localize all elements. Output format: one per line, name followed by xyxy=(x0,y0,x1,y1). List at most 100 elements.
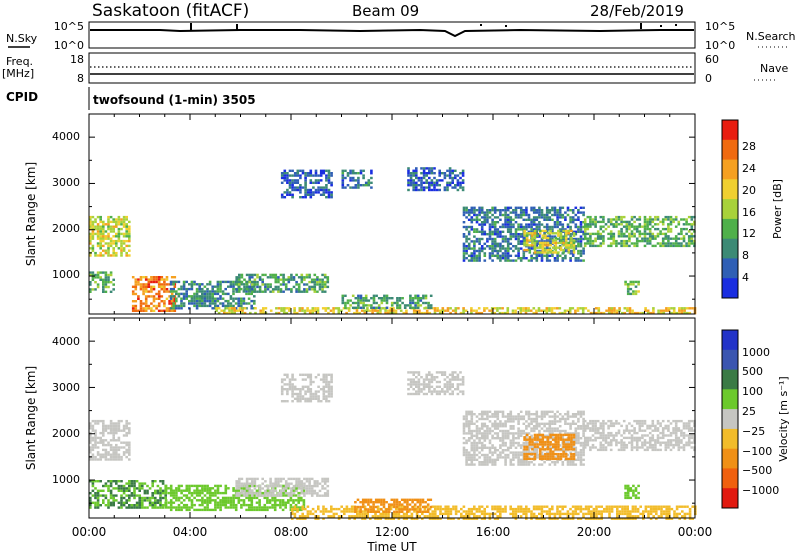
velocity-cell-6 xyxy=(564,413,567,416)
power-cell-10 xyxy=(628,225,631,228)
velocity-cell-7 xyxy=(559,452,563,456)
velocity-cell-2 xyxy=(292,489,295,492)
power-cell-4 xyxy=(282,278,285,281)
velocity-cell-7 xyxy=(531,452,534,456)
power-cell-8 xyxy=(558,230,562,233)
power-cell-3 xyxy=(190,280,194,284)
velocity-cell-6 xyxy=(488,410,492,413)
power-cell-12 xyxy=(506,311,510,315)
power-cell-12 xyxy=(347,307,351,310)
velocity-cell-0 xyxy=(104,424,108,428)
power-cell-3 xyxy=(245,307,248,310)
velocity-cell-7 xyxy=(544,440,547,444)
velocity-cell-3 xyxy=(269,492,272,495)
power-cell-12 xyxy=(366,309,369,312)
power-cell-8 xyxy=(475,209,479,212)
power-cell-12 xyxy=(561,311,564,315)
velocity-cell-6 xyxy=(574,439,578,442)
power-cell-5 xyxy=(286,176,289,180)
velocity-cell-3 xyxy=(282,489,285,493)
power-cell-10 xyxy=(594,218,597,221)
power-cell-13 xyxy=(359,297,363,300)
power-cell-0 xyxy=(99,215,102,219)
velocity-cell-2 xyxy=(219,484,222,488)
power-cell-9 xyxy=(541,246,545,249)
power-cell-8 xyxy=(548,242,552,245)
power-cell-13 xyxy=(364,299,368,302)
power-cell-6 xyxy=(364,181,368,184)
power-cell-8 xyxy=(501,257,505,260)
power-cell-3 xyxy=(216,299,220,303)
velocity-cell-5 xyxy=(456,383,460,386)
power-cell-13 xyxy=(419,304,423,307)
power-cell-2 xyxy=(131,309,135,312)
velocity-cell-1 xyxy=(99,489,102,492)
velocity-cell-1 xyxy=(156,499,160,502)
power-cbar-tick-28: 28 xyxy=(742,140,756,153)
velocity-cell-3 xyxy=(295,477,298,481)
power-cell-12 xyxy=(280,309,283,312)
power-cell-2 xyxy=(131,290,135,293)
velocity-cell-4 xyxy=(291,385,294,388)
velocity-cell-4 xyxy=(291,383,294,386)
velocity-cell-2 xyxy=(276,499,280,502)
velocity-cell-2 xyxy=(253,484,256,488)
power-cell-8 xyxy=(473,230,476,233)
velocity-cell-0 xyxy=(91,436,95,440)
power-cell-8 xyxy=(543,216,546,219)
velocity-cell-6 xyxy=(545,427,549,430)
velocity-cell-6 xyxy=(501,415,505,418)
velocity-cell-3 xyxy=(310,492,314,495)
velocity-cell-2 xyxy=(169,491,173,495)
power-cell-4 xyxy=(321,285,324,289)
power-cell-5 xyxy=(299,184,302,187)
velocity-cell-6 xyxy=(509,446,513,449)
power-cell-12 xyxy=(436,307,439,310)
velocity-cell-2 xyxy=(214,508,217,512)
power-cell-8 xyxy=(465,240,468,243)
date-title: 28/Feb/2019 xyxy=(590,2,684,20)
velocity-cell-0 xyxy=(91,446,95,449)
power-cell-8 xyxy=(545,240,549,243)
power-cell-10 xyxy=(586,242,590,245)
power-cell-11 xyxy=(626,283,630,286)
velocity-cell-1 xyxy=(138,501,141,504)
power-cell-3 xyxy=(201,304,204,308)
velocity-cell-1 xyxy=(133,480,136,483)
velocity-cell-6 xyxy=(553,417,557,421)
velocity-cell-2 xyxy=(190,499,194,502)
velocity-cell-2 xyxy=(206,491,209,495)
power-cell-2 xyxy=(157,302,161,305)
power-cell-12 xyxy=(553,307,556,310)
power-cell-3 xyxy=(182,287,186,291)
velocity-cell-6 xyxy=(486,463,489,466)
power-cell-12 xyxy=(449,307,452,310)
velocity-cell-6 xyxy=(496,458,500,461)
velocity-cell-6 xyxy=(512,432,515,435)
velocity-cell-1 xyxy=(94,501,97,504)
velocity-cell-5 xyxy=(417,373,421,376)
power-cell-12 xyxy=(659,311,663,315)
velocity-cell-1 xyxy=(120,489,123,492)
power-cell-10 xyxy=(630,218,634,221)
power-cell-5 xyxy=(330,196,333,199)
velocity-cell-7 xyxy=(559,457,563,461)
power-cell-0 xyxy=(120,244,123,248)
power-cell-3 xyxy=(216,287,220,291)
power-cell-13 xyxy=(419,297,423,300)
velocity-cell-6 xyxy=(475,415,479,418)
power-cell-3 xyxy=(237,297,240,300)
power-cell-8 xyxy=(506,237,510,241)
power-colorbar-swatch xyxy=(722,278,738,299)
power-cell-8 xyxy=(551,237,554,241)
power-cell-0 xyxy=(112,251,115,255)
velocity-cell-6 xyxy=(561,437,565,440)
velocity-cell-6 xyxy=(506,420,510,423)
power-cell-1 xyxy=(104,276,108,279)
velocity-cell-3 xyxy=(271,484,275,488)
power-cell-3 xyxy=(193,302,196,305)
velocity-cell-6 xyxy=(480,422,484,425)
velocity-cell-1 xyxy=(117,487,121,490)
power-cell-10 xyxy=(674,225,678,228)
power-cell-10 xyxy=(682,218,686,221)
